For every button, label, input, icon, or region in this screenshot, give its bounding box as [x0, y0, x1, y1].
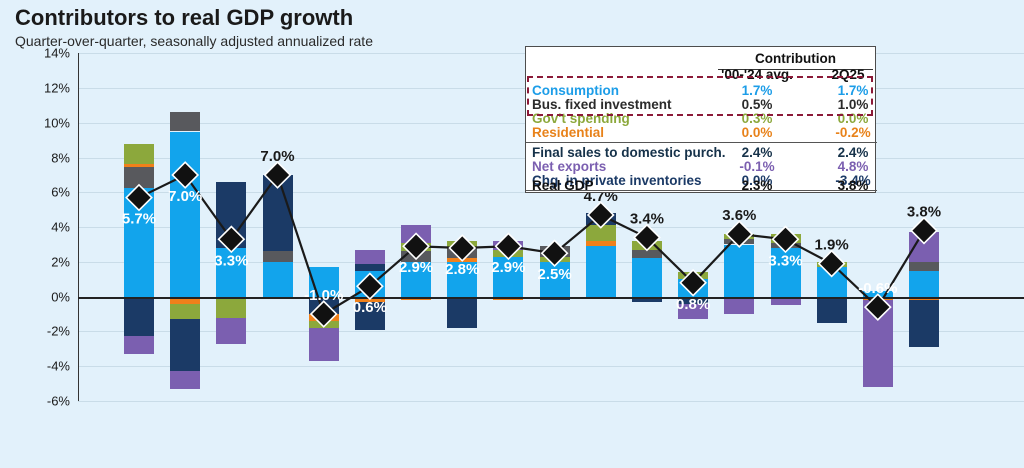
svg-text:1.9%: 1.9% [815, 237, 849, 254]
svg-text:3.4%: 3.4% [630, 211, 664, 228]
svg-text:3.8%: 3.8% [907, 204, 941, 221]
svg-text:3.6%: 3.6% [722, 207, 756, 224]
svg-text:7.0%: 7.0% [260, 148, 294, 165]
